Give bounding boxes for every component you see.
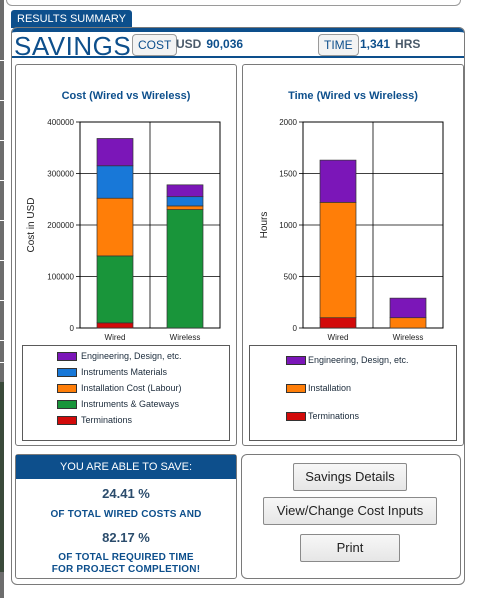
bar-wireless-installation: [389, 317, 427, 329]
bar-wireless-engineering-design-etc: [166, 184, 204, 198]
cost-savings-percent: 24.41 %: [102, 486, 150, 501]
legend-swatch-terminations: [57, 416, 77, 425]
y-tick-label: 0: [293, 324, 298, 333]
bar-wired-engineering-design-etc: [319, 159, 357, 203]
time-amount: 1,341: [360, 37, 391, 51]
cost-currency: USD: [176, 37, 202, 51]
bar-wireless-engineering-design-etc: [389, 297, 427, 319]
time-value: 1,341 HRS: [360, 37, 420, 51]
time-unit: HRS: [395, 37, 421, 51]
legend-swatch-installation-cost-labour: [57, 384, 77, 393]
chart-title: Time (Wired vs Wireless): [288, 90, 418, 102]
chart-title: Cost (Wired vs Wireless): [62, 90, 191, 102]
bar-wired-engineering-design-etc: [96, 138, 134, 167]
savings-summary: YOU ARE ABLE TO SAVE: 24.41 % OF TOTAL W…: [15, 454, 237, 579]
y-tick-label: 100000: [47, 273, 74, 282]
legend-swatch-engineering-design-etc: [57, 352, 77, 361]
legend-label-engineering-design-etc: Engineering, Design, etc.: [81, 351, 182, 361]
y-tick-label: 500: [284, 273, 298, 282]
y-tick-label: 1500: [279, 170, 297, 179]
time-chart-panel: Time (Wired vs Wireless) Hours 0 500 1000 150…: [242, 64, 464, 446]
results-summary-tab[interactable]: RESULTS SUMMARY: [11, 10, 133, 28]
x-tick-label: Wireless: [393, 333, 424, 342]
cost-chart: Cost (Wired vs Wireless) Cost in USD 0 1000…: [26, 90, 221, 342]
time-chart: Time (Wired vs Wireless) Hours 0 500 1000 150…: [259, 90, 444, 342]
time-savings-percent: 82.17 %: [102, 530, 150, 545]
cost-amount: 90,036: [206, 37, 244, 51]
legend-label-instruments-materials: Instruments Materials: [81, 367, 168, 377]
cost-chart-legend: Engineering, Design, etc. Instruments Mat…: [22, 345, 230, 441]
y-tick-label: 2000: [279, 118, 297, 127]
cost-toggle[interactable]: COST: [132, 34, 178, 56]
legend-label-installation: Installation: [308, 383, 352, 393]
cost-savings-caption: OF TOTAL WIRED COSTS AND: [50, 509, 202, 520]
time-savings-caption-2: FOR PROJECT COMPLETION!: [51, 564, 201, 575]
legend-label-instruments-gateways: Instruments & Gateways: [81, 399, 180, 409]
legend-label-engineering-design-etc: Engineering, Design, etc.: [308, 355, 409, 365]
legend-swatch-terminations: [286, 412, 306, 421]
y-tick-label: 200000: [47, 221, 74, 230]
time-savings-caption-1: OF TOTAL REQUIRED TIME: [58, 552, 194, 563]
legend-label-terminations: Terminations: [81, 415, 133, 425]
bar-wired-terminations: [319, 317, 357, 329]
actions-panel: Savings Details View/Change Cost Inputs …: [241, 454, 461, 579]
bar-wired-installation: [319, 201, 357, 319]
savings-details-button[interactable]: Savings Details: [293, 463, 407, 491]
bar-wireless-instruments-materials: [166, 196, 204, 207]
bar-wired-installation-cost-labour: [96, 197, 134, 257]
y-axis-label: Cost in USD: [26, 197, 37, 252]
bar-wired-instruments-materials: [96, 165, 134, 199]
results-panel: SAVINGS COST USD 90,036 TIME 1,341 HRS Cos…: [11, 27, 465, 585]
view-change-cost-inputs-button[interactable]: View/Change Cost Inputs: [263, 497, 437, 525]
y-tick-label: 400000: [47, 118, 74, 127]
bar-wireless-instruments-gateways: [166, 209, 204, 329]
y-axis-label: Hours: [259, 212, 270, 239]
cost-chart-panel: Cost (Wired vs Wireless) Cost in USD 0 1000…: [15, 64, 237, 446]
time-chart-legend: Engineering, Design, etc. Installation Ter…: [249, 345, 457, 441]
x-tick-label: Wired: [105, 333, 126, 342]
y-tick-label: 300000: [47, 170, 74, 179]
bar-wireless-installation-cost-labour: [166, 205, 204, 210]
legend-label-terminations: Terminations: [308, 411, 360, 421]
cost-value: USD 90,036: [176, 37, 243, 51]
legend-swatch-instruments-materials: [57, 368, 77, 377]
x-tick-label: Wired: [328, 333, 349, 342]
previous-panel-edge: [6, 0, 461, 6]
bar-wired-terminations: [96, 322, 134, 329]
y-tick-label: 0: [70, 324, 75, 333]
savings-heading: YOU ARE ABLE TO SAVE:: [16, 455, 236, 479]
savings-header: SAVINGS COST USD 90,036 TIME 1,341 HRS: [12, 28, 464, 61]
y-tick-label: 1000: [279, 221, 297, 230]
savings-title: SAVINGS: [14, 31, 132, 61]
legend-swatch-engineering-design-etc: [286, 356, 306, 365]
left-scroll-strip[interactable]: [0, 0, 4, 598]
legend-swatch-instruments-gateways: [57, 400, 77, 409]
legend-label-installation-cost-labour: Installation Cost (Labour): [81, 383, 182, 393]
print-button[interactable]: Print: [300, 534, 400, 562]
time-toggle[interactable]: TIME: [318, 34, 359, 56]
bar-wired-instruments-gateways: [96, 255, 134, 324]
legend-swatch-installation: [286, 384, 306, 393]
x-tick-label: Wireless: [170, 333, 201, 342]
